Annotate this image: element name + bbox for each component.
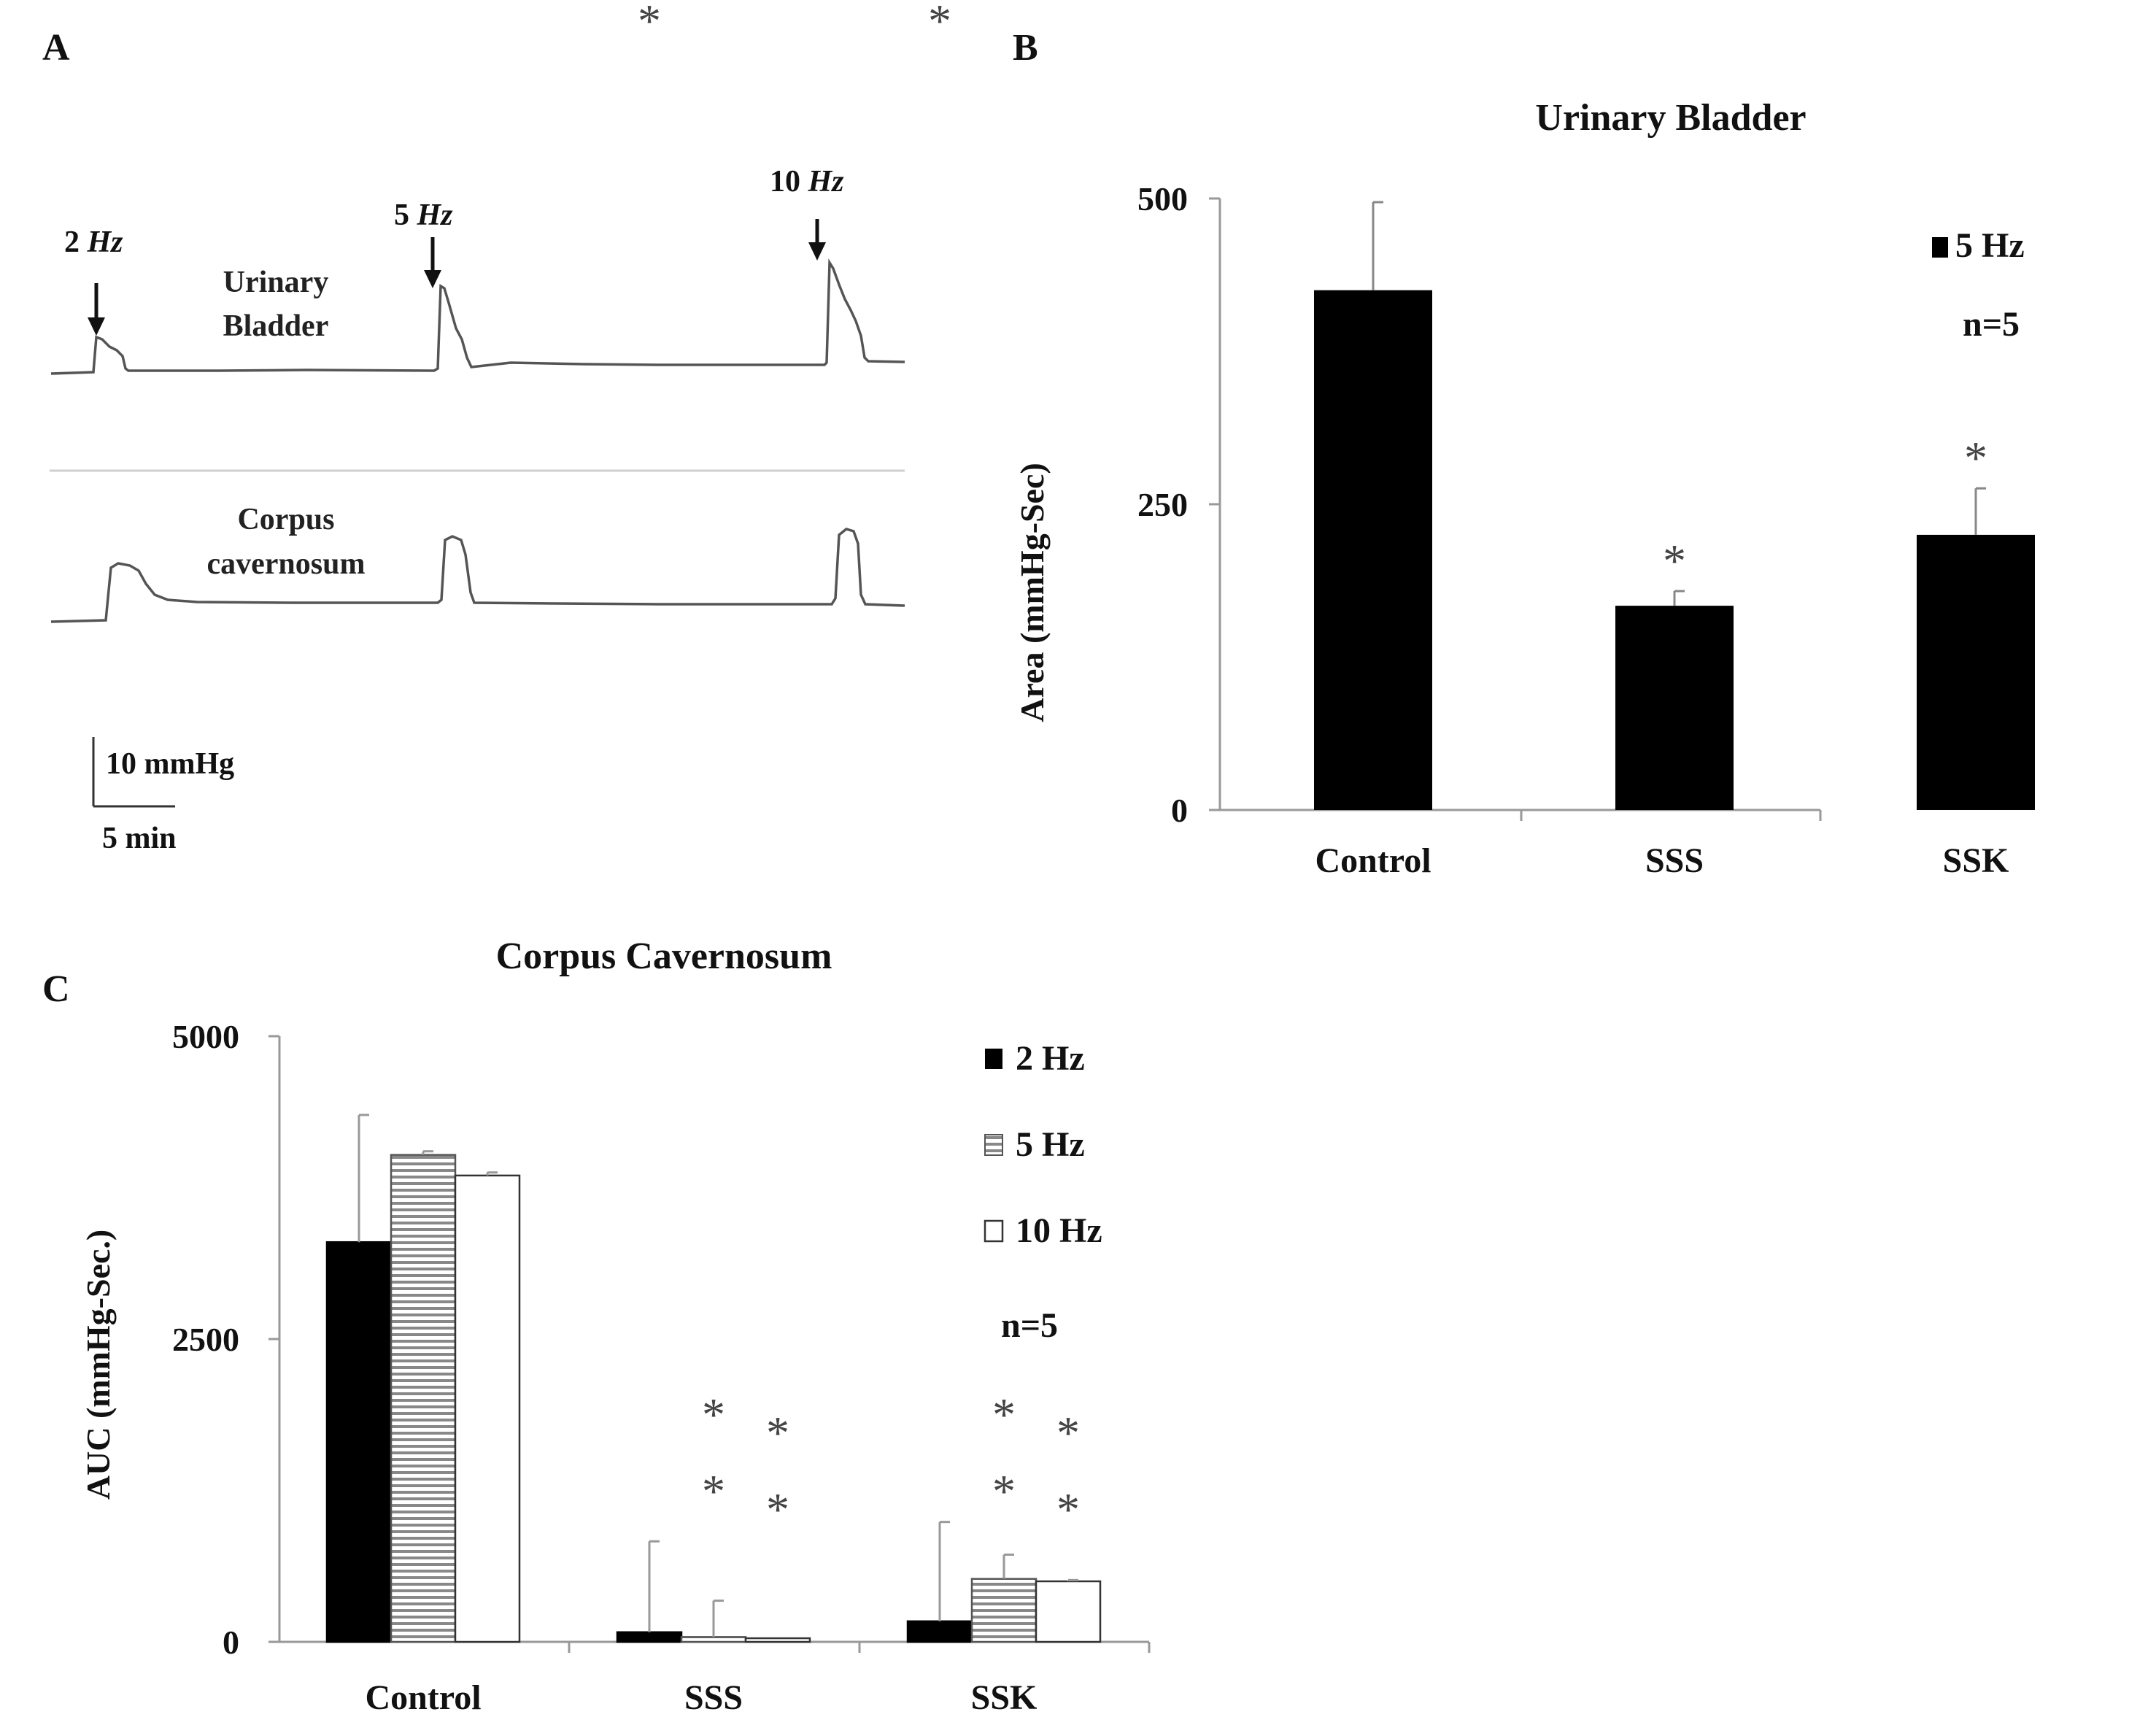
significance-star: * [1056, 1407, 1080, 1459]
chart-c-legend: 2 Hz 5 Hz 10 Hz [984, 1039, 1102, 1250]
chart-b-ylabel: Area (mmHg-Sec) [1013, 463, 1051, 722]
corpus-trace-label: Corpus [237, 503, 334, 536]
legend-swatch-5hz [1932, 237, 1948, 258]
bar [1917, 534, 2035, 810]
chart-b-ytick: 250 [1137, 486, 1188, 523]
legend-label-2hz: 2 Hz [1016, 1039, 1085, 1078]
legend-label-5hz: 5 Hz [1955, 226, 2025, 265]
significance-star: * [1056, 1484, 1080, 1535]
chart-b-marks: ** [1314, 201, 2035, 810]
chart-c-ylabel: AUC (mmHg-Sec.) [80, 1230, 117, 1500]
panel-a-label: A [42, 27, 70, 69]
significance-star: * [992, 1465, 1016, 1517]
bladder-trace-label: Urinary [223, 266, 329, 299]
bladder-trace-label: Bladder [223, 309, 329, 343]
scale-bar [92, 737, 175, 808]
significance-star: * [766, 1484, 789, 1535]
freq-label-5hz: 5 Hz [394, 198, 453, 232]
chart-b-legend: 5 Hz [1932, 226, 2025, 265]
chart-b-title: Urinary Bladder [1535, 97, 1806, 139]
corpus-trace [50, 528, 905, 623]
arrow-icon [88, 283, 105, 336]
significance-star: * [702, 1389, 725, 1440]
freq-label-10hz: 10 Hz [770, 165, 844, 198]
bar [616, 1631, 683, 1643]
bar [680, 1636, 747, 1643]
chart-b-ytick: 0 [1171, 792, 1188, 829]
chart-c-ytick: 5000 [172, 1018, 239, 1055]
panel-c-label: C [42, 968, 70, 1010]
bar [970, 1578, 1038, 1643]
bar [1035, 1580, 1102, 1643]
chart-c-xtick: Control [365, 1678, 481, 1717]
significance-star: * [766, 1407, 789, 1459]
significance-star: * [1663, 535, 1686, 587]
chart-b-xtick: Control [1315, 841, 1431, 880]
chart-c-xtick: SSK [971, 1678, 1038, 1717]
chart-b-xtick: SSS [1645, 841, 1704, 880]
scale-x-label: 5 min [102, 822, 177, 855]
arrow-icon [808, 219, 826, 261]
bar [390, 1154, 457, 1643]
arrow-icon [424, 237, 441, 288]
chart-c-n-label: n=5 [1001, 1306, 1058, 1345]
chart-b-n-label: n=5 [1963, 305, 2020, 344]
chart-c-xtick: SSS [684, 1678, 743, 1717]
chart-c-title: Corpus Cavernosum [496, 935, 832, 977]
corpus-trace-label: cavernosum [207, 547, 366, 581]
chart-c-marks: ************ [325, 0, 1102, 1643]
chart-c-ytick: 0 [223, 1624, 239, 1661]
chart-b-xtick: SSK [1943, 841, 2009, 880]
significance-star: * [992, 1389, 1016, 1440]
significance-star: * [928, 0, 951, 47]
bar [325, 1241, 393, 1643]
legend-swatch-10hz [984, 1219, 1004, 1243]
chart-c-ytick: 2500 [172, 1321, 239, 1358]
bar [744, 1637, 811, 1643]
bar [454, 1174, 521, 1643]
significance-star: * [702, 1465, 725, 1517]
significance-star: * [638, 0, 661, 47]
chart-b-ytick: 500 [1137, 180, 1188, 217]
bar [1314, 290, 1432, 810]
bar [1615, 606, 1734, 810]
legend-swatch-5hz [984, 1134, 1003, 1156]
freq-label-2hz: 2 Hz [64, 225, 123, 259]
legend-label-10hz: 10 Hz [1016, 1211, 1102, 1250]
significance-star: * [1964, 432, 1987, 484]
legend-label-5hz: 5 Hz [1016, 1125, 1085, 1164]
bar [906, 1620, 973, 1643]
panel-b-label: B [1013, 27, 1038, 69]
bladder-trace [50, 258, 905, 375]
scale-y-label: 10 mmHg [106, 747, 234, 781]
legend-swatch-2hz [985, 1049, 1002, 1069]
